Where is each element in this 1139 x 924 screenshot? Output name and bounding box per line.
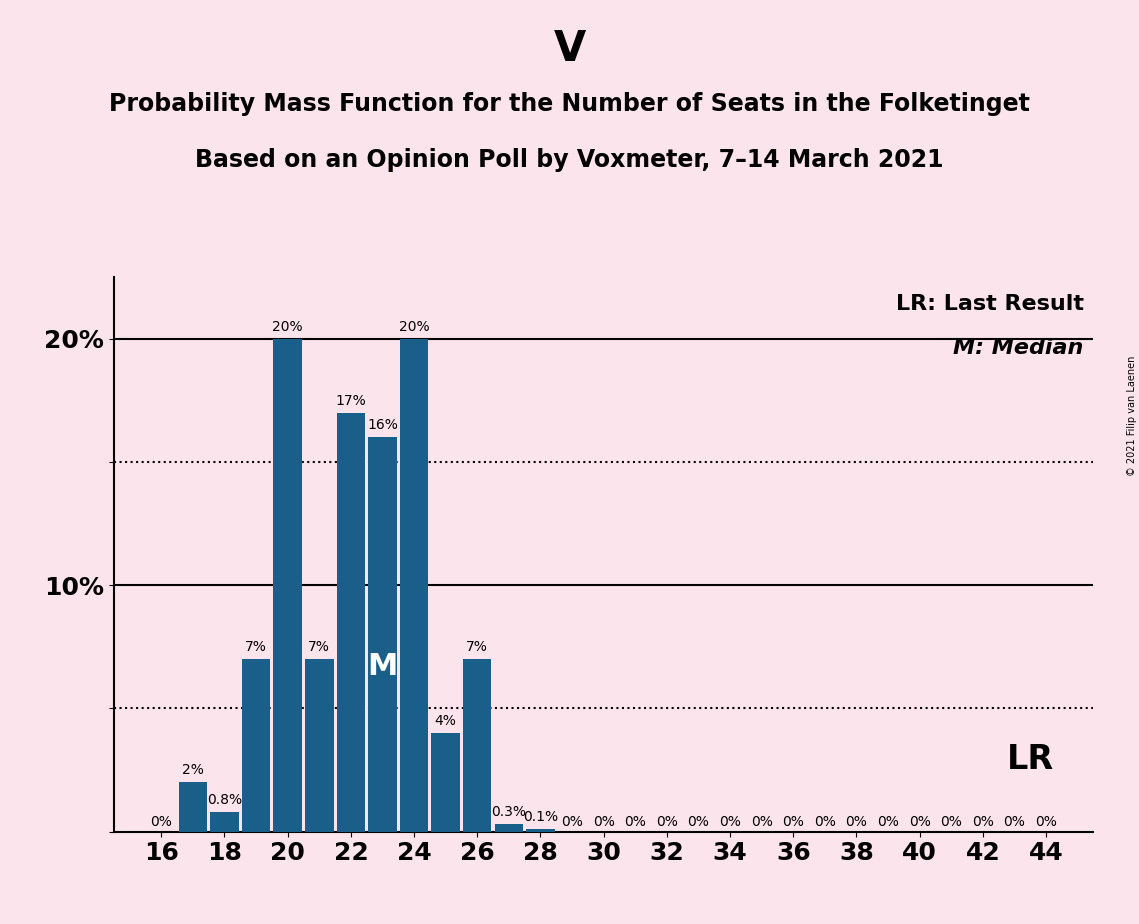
Text: 0%: 0% xyxy=(751,815,772,829)
Bar xyxy=(241,659,270,832)
Text: M: Median: M: Median xyxy=(953,338,1083,359)
Text: 20%: 20% xyxy=(272,320,303,334)
Bar xyxy=(273,339,302,832)
Text: 0%: 0% xyxy=(562,815,583,829)
Bar xyxy=(337,413,366,832)
Text: M: M xyxy=(367,651,398,680)
Text: 0%: 0% xyxy=(624,815,646,829)
Text: 0%: 0% xyxy=(972,815,994,829)
Text: 0%: 0% xyxy=(1035,815,1057,829)
Text: 0%: 0% xyxy=(782,815,804,829)
Text: 0%: 0% xyxy=(592,815,615,829)
Text: LR: Last Result: LR: Last Result xyxy=(895,294,1083,314)
Text: 7%: 7% xyxy=(466,640,489,654)
Text: 0%: 0% xyxy=(719,815,741,829)
Text: 0%: 0% xyxy=(1003,815,1025,829)
Text: V: V xyxy=(554,28,585,69)
Text: 16%: 16% xyxy=(367,419,398,432)
Text: 17%: 17% xyxy=(336,394,367,407)
Text: 0%: 0% xyxy=(845,815,868,829)
Text: 7%: 7% xyxy=(245,640,267,654)
Text: 4%: 4% xyxy=(435,714,457,728)
Bar xyxy=(211,812,239,832)
Text: Based on an Opinion Poll by Voxmeter, 7–14 March 2021: Based on an Opinion Poll by Voxmeter, 7–… xyxy=(195,148,944,172)
Text: 0%: 0% xyxy=(814,815,836,829)
Bar xyxy=(494,824,523,832)
Bar xyxy=(400,339,428,832)
Text: 0.3%: 0.3% xyxy=(491,806,526,820)
Bar xyxy=(305,659,334,832)
Text: 0%: 0% xyxy=(877,815,899,829)
Text: 0%: 0% xyxy=(656,815,678,829)
Bar xyxy=(179,783,207,832)
Text: 20%: 20% xyxy=(399,320,429,334)
Text: LR: LR xyxy=(1007,743,1055,776)
Bar xyxy=(368,437,396,832)
Bar xyxy=(526,829,555,832)
Bar xyxy=(432,733,460,832)
Text: 2%: 2% xyxy=(182,763,204,777)
Text: 0%: 0% xyxy=(688,815,710,829)
Text: 0%: 0% xyxy=(909,815,931,829)
Text: 0%: 0% xyxy=(150,815,172,829)
Text: 7%: 7% xyxy=(309,640,330,654)
Text: Probability Mass Function for the Number of Seats in the Folketinget: Probability Mass Function for the Number… xyxy=(109,92,1030,116)
Text: © 2021 Filip van Laenen: © 2021 Filip van Laenen xyxy=(1126,356,1137,476)
Bar xyxy=(464,659,492,832)
Text: 0.1%: 0.1% xyxy=(523,810,558,824)
Text: 0%: 0% xyxy=(941,815,962,829)
Text: 0.8%: 0.8% xyxy=(207,793,243,807)
